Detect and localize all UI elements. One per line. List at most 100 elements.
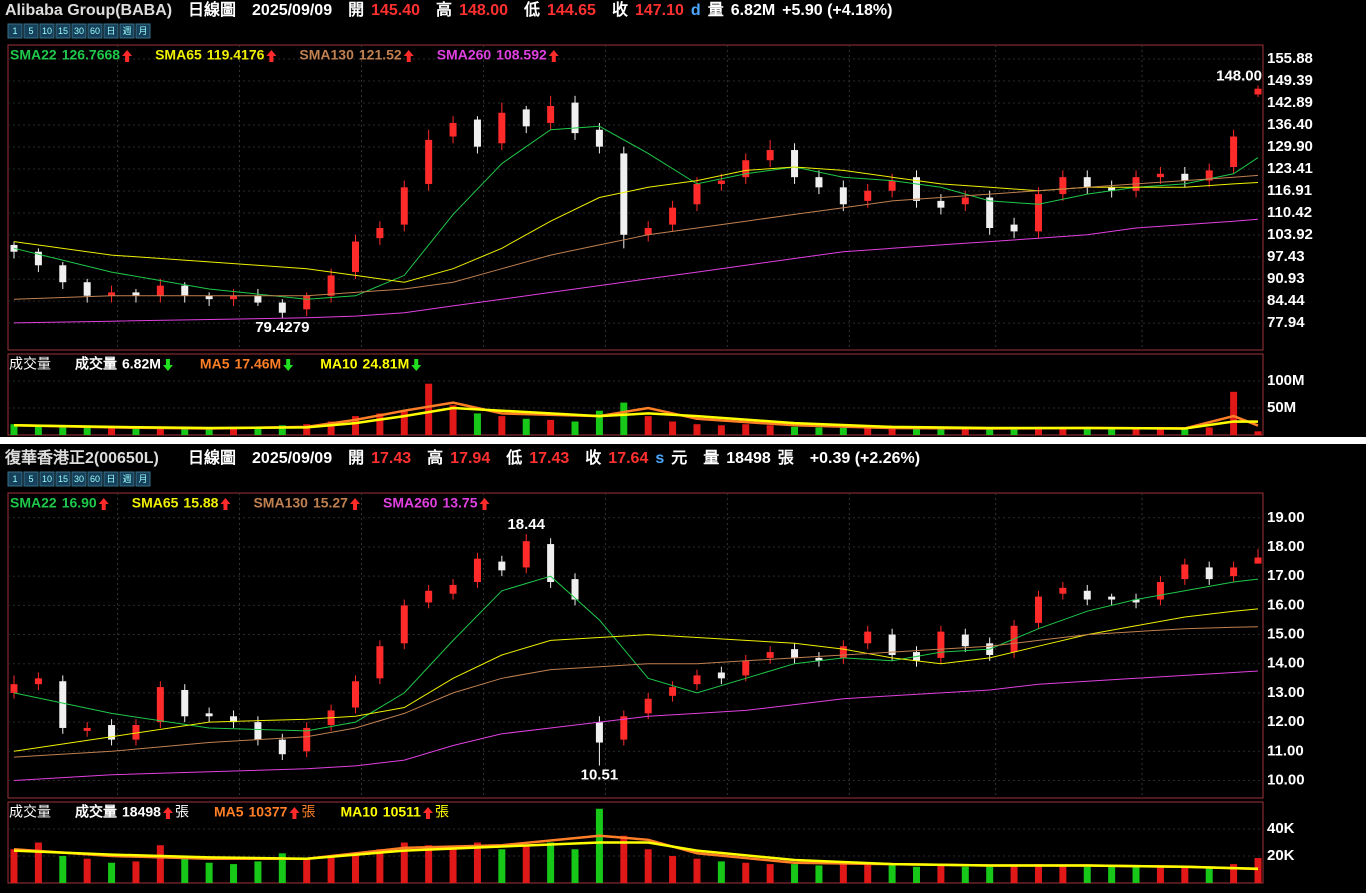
candle-body <box>1034 194 1042 232</box>
legend-name: SMA65 <box>132 495 179 511</box>
volume-bar <box>742 862 750 883</box>
header-high-label: 高 <box>436 0 452 19</box>
volume-legend-value: 6.82M <box>122 356 161 372</box>
volume-bar <box>888 865 896 883</box>
y-tick-label: 19.00 <box>1267 509 1305 526</box>
period-label[interactable]: 日 <box>106 26 115 36</box>
y-tick-label: 12.00 <box>1267 713 1305 730</box>
volume-ma-line <box>13 841 1259 871</box>
legend-value: 121.52 <box>359 47 402 63</box>
candle-body <box>717 672 725 679</box>
sma-line <box>13 218 1259 324</box>
period-label[interactable]: 1 <box>12 474 17 484</box>
candle-body <box>693 183 701 205</box>
period-label[interactable]: 15 <box>58 474 68 484</box>
volume-bar <box>815 427 823 435</box>
volume-bar <box>669 421 677 435</box>
volume-bar <box>108 862 116 883</box>
sma-line <box>13 626 1259 758</box>
period-button[interactable] <box>87 23 103 39</box>
period-label[interactable]: 30 <box>74 26 84 36</box>
period-button[interactable] <box>103 23 119 39</box>
trend-arrow <box>479 498 490 510</box>
period-button[interactable] <box>119 23 135 39</box>
period-button[interactable] <box>103 471 119 487</box>
trend-arrow <box>162 807 173 819</box>
candle-body <box>864 631 872 644</box>
trend-arrow <box>422 807 433 819</box>
period-label[interactable]: 週 <box>122 26 131 36</box>
period-label[interactable]: 15 <box>58 26 68 36</box>
candle-body <box>132 292 140 296</box>
volume-bar <box>205 862 213 883</box>
period-button[interactable] <box>39 471 55 487</box>
candle-body <box>1181 564 1189 580</box>
candle-body <box>1108 596 1116 600</box>
period-label[interactable]: 30 <box>74 474 84 484</box>
sma-line <box>13 166 1259 283</box>
header-high: 17.94 <box>450 450 490 467</box>
header-close-label: 收 <box>585 448 601 467</box>
volume-tick-label: 100M <box>1267 372 1305 389</box>
period-label[interactable]: 日 <box>106 474 115 484</box>
legend-name: SMA130 <box>299 47 354 63</box>
header-close: 17.64 <box>608 450 648 467</box>
y-tick-label: 15.00 <box>1267 626 1305 643</box>
candle-body <box>620 153 628 235</box>
period-button[interactable] <box>135 471 151 487</box>
period-label[interactable]: 10 <box>42 474 52 484</box>
legend-value: 126.7668 <box>62 47 121 63</box>
period-button[interactable] <box>23 471 39 487</box>
period-label[interactable]: 1 <box>12 26 17 36</box>
y-tick-label: 14.00 <box>1267 655 1305 672</box>
volume-bar <box>230 428 238 435</box>
candle-body <box>278 302 286 313</box>
period-button[interactable] <box>71 23 87 39</box>
legend-value: 13.75 <box>442 495 477 511</box>
volume-bar <box>303 424 311 435</box>
legend-name: SMA260 <box>383 495 438 511</box>
volume-bar <box>278 425 286 435</box>
period-button[interactable] <box>55 23 71 39</box>
period-button[interactable] <box>87 471 103 487</box>
header-date: 2025/09/09 <box>252 450 332 467</box>
candle-body <box>1230 567 1238 577</box>
candle-body <box>742 660 750 676</box>
header-open: 145.40 <box>371 2 420 19</box>
period-button[interactable] <box>119 471 135 487</box>
period-label[interactable]: 週 <box>122 474 131 484</box>
y-tick-label: 11.00 <box>1267 742 1304 759</box>
period-label[interactable]: 5 <box>28 474 33 484</box>
volume-legend-value: 17.46M <box>234 356 281 372</box>
y-tick-label: 97.43 <box>1267 248 1305 265</box>
volume-bar <box>547 842 555 883</box>
period-label[interactable]: 60 <box>90 474 100 484</box>
period-label[interactable]: 月 <box>138 474 147 484</box>
period-label[interactable]: 10 <box>42 26 52 36</box>
volume-bar <box>1205 427 1213 435</box>
header-low: 144.65 <box>547 2 596 19</box>
header-date: 2025/09/09 <box>252 2 332 19</box>
period-label[interactable]: 60 <box>90 26 100 36</box>
period-button[interactable] <box>7 23 23 39</box>
period-button[interactable] <box>71 471 87 487</box>
volume-legend-name: MA10 <box>340 804 378 820</box>
candle-body <box>425 590 433 603</box>
candle-body <box>205 713 213 717</box>
legend-name: SMA260 <box>437 47 492 63</box>
period-button[interactable] <box>135 23 151 39</box>
trend-arrow <box>411 359 422 371</box>
period-button[interactable] <box>39 23 55 39</box>
period-button[interactable] <box>23 23 39 39</box>
volume-legend-value: 10511 <box>383 804 421 820</box>
volume-bar <box>766 425 774 435</box>
volume-bar <box>34 426 42 435</box>
volume-bar <box>1132 428 1140 435</box>
period-button[interactable] <box>55 471 71 487</box>
period-button[interactable] <box>7 471 23 487</box>
volume-bar <box>473 413 481 435</box>
candle-body <box>254 722 262 740</box>
period-label[interactable]: 5 <box>28 26 33 36</box>
period-label[interactable]: 月 <box>138 26 147 36</box>
y-tick-label: 13.00 <box>1267 684 1305 701</box>
